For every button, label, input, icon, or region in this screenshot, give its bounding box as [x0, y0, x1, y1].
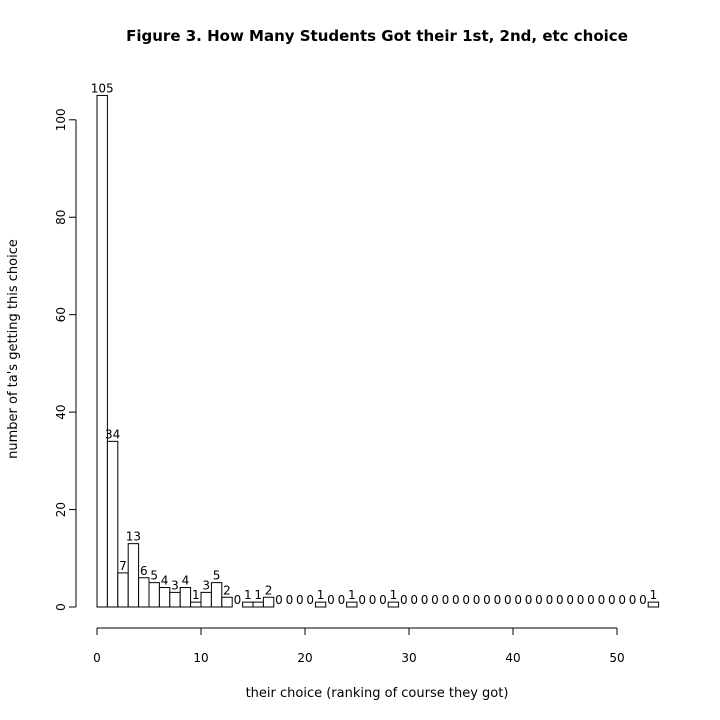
bar-15 [252, 601, 264, 608]
bar-value-label-13: 0 [234, 593, 242, 607]
bar-value-label-35: 0 [462, 593, 470, 607]
bar-value-label-14: 1 [244, 588, 252, 602]
bar-value-label-32: 0 [431, 593, 439, 607]
bar-value-label-49: 0 [608, 593, 616, 607]
bar-value-label-18: 0 [286, 593, 294, 607]
x-axis: 0 10 20 30 40 50 [93, 627, 625, 665]
bar-value-label-22: 0 [327, 593, 335, 607]
bar-7 [169, 591, 181, 608]
y-tick-label-1: 20 [54, 502, 68, 517]
bar-value-label-4: 6 [140, 564, 148, 578]
bar-value-label-11: 5 [213, 569, 221, 583]
bar-value-label-3: 13 [126, 530, 141, 544]
bar-value-label-27: 0 [379, 593, 387, 607]
bar-value-label-36: 0 [473, 593, 481, 607]
bar-value-label-10: 3 [202, 578, 210, 592]
y-tick-label-3: 60 [54, 307, 68, 322]
bar-value-label-17: 0 [275, 593, 283, 607]
bar-value-label-8: 4 [182, 574, 190, 588]
bar-value-label-21: 1 [317, 588, 325, 602]
bar-value-label-42: 0 [535, 593, 543, 607]
bar-value-label-48: 0 [598, 593, 606, 607]
y-tick-label-0: 0 [54, 603, 68, 611]
bar-value-label-19: 0 [296, 593, 304, 607]
bar-5 [148, 582, 160, 608]
y-tick-label-2: 40 [54, 404, 68, 419]
bar-value-label-43: 0 [546, 593, 554, 607]
bar-value-label-34: 0 [452, 593, 460, 607]
bar-value-label-47: 0 [587, 593, 595, 607]
x-tick-label-5: 50 [609, 651, 624, 665]
bar-value-label-31: 0 [421, 593, 429, 607]
y-tick-label-4: 80 [54, 210, 68, 225]
bar-value-label-15: 1 [254, 588, 262, 602]
bar-value-label-24: 1 [348, 588, 356, 602]
bar-0 [96, 94, 108, 608]
bar-value-label-6: 4 [161, 574, 169, 588]
y-axis-label: number of ta's getting this choice [6, 239, 21, 459]
bar-12 [221, 596, 233, 608]
bar-9 [190, 601, 202, 608]
bar-value-label-38: 0 [494, 593, 502, 607]
x-tick-label-3: 30 [401, 651, 416, 665]
y-tick-label-5: 100 [54, 108, 68, 131]
bar-value-label-7: 3 [171, 578, 179, 592]
bar-53 [647, 601, 660, 608]
bar-value-label-41: 0 [525, 593, 533, 607]
bar-14 [242, 601, 254, 608]
bar-value-label-39: 0 [504, 593, 512, 607]
chart-title: Figure 3. How Many Students Got their 1s… [126, 27, 628, 45]
bar-value-label-46: 0 [577, 593, 585, 607]
bar-value-label-51: 0 [629, 593, 637, 607]
bar-24 [346, 601, 358, 608]
bar-value-label-1: 34 [105, 427, 120, 441]
bar-value-label-37: 0 [483, 593, 491, 607]
bar-2 [117, 572, 129, 608]
bar-value-label-33: 0 [442, 593, 450, 607]
bar-value-label-45: 0 [566, 593, 574, 607]
x-tick-label-0: 0 [93, 651, 101, 665]
bar-value-label-2: 7 [119, 559, 127, 573]
bar-value-label-52: 0 [639, 593, 647, 607]
bar-8 [179, 587, 192, 608]
bar-value-label-25: 0 [358, 593, 366, 607]
bar-value-label-50: 0 [618, 593, 626, 607]
bar-16 [262, 596, 275, 608]
bar-6 [158, 587, 171, 608]
bar-21 [314, 601, 327, 608]
bar-3 [127, 543, 140, 608]
bar-10 [200, 591, 212, 608]
x-tick-label-4: 40 [505, 651, 520, 665]
bar-4 [138, 577, 150, 608]
bar-value-label-9: 1 [192, 588, 200, 602]
x-axis-label: their choice (ranking of course they got… [246, 686, 509, 701]
bar-value-label-16: 2 [265, 583, 273, 597]
bar-28 [387, 601, 400, 608]
bar-value-label-23: 0 [338, 593, 346, 607]
bar-value-label-5: 5 [150, 569, 158, 583]
bar-value-label-28: 1 [390, 588, 398, 602]
bar-11 [210, 582, 223, 608]
bar-value-label-40: 0 [514, 593, 522, 607]
bar-value-label-53: 1 [650, 588, 658, 602]
bar-1 [106, 440, 119, 608]
y-axis: 0 20 40 60 80 100 [54, 108, 77, 611]
bar-value-label-30: 0 [410, 593, 418, 607]
bars-group [96, 94, 660, 608]
bar-value-label-0: 105 [91, 81, 114, 95]
x-tick-label-2: 20 [297, 651, 312, 665]
bar-value-label-44: 0 [556, 593, 564, 607]
bar-value-label-12: 2 [223, 583, 231, 597]
bar-value-label-29: 0 [400, 593, 408, 607]
x-tick-label-1: 10 [193, 651, 208, 665]
bar-value-label-20: 0 [306, 593, 314, 607]
bar-value-label-26: 0 [369, 593, 377, 607]
